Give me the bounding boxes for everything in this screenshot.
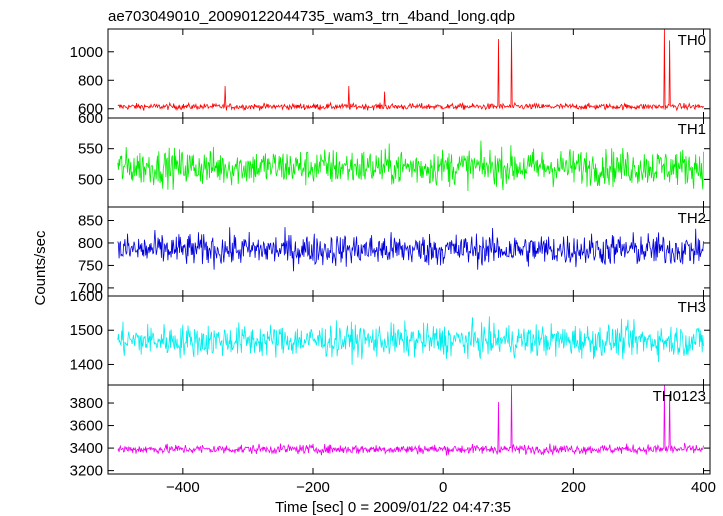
y-tick-label: 600 [78,110,103,127]
y-tick-label: 3400 [70,440,103,457]
y-tick-label: 700 [78,280,103,297]
y-tick-label: 850 [78,212,103,229]
series-line-th3 [117,316,704,365]
y-tick-label: 1000 [70,44,103,61]
series-line-th0 [117,28,704,112]
series-line-th0123 [117,384,704,456]
y-tick-label: 3600 [70,418,103,435]
x-tick-label: 400 [691,479,716,496]
panel-label-th2: TH2 [678,210,706,227]
x-tick-label: 0 [439,479,447,496]
series-line-th1 [117,140,704,192]
y-tick-label: 550 [78,141,103,158]
panel-label-th3: TH3 [678,299,706,316]
panel-label-th0: TH0 [678,32,706,49]
x-tick-label: −200 [296,479,330,496]
panel-frame-th1 [107,117,711,208]
y-tick-label: 1400 [70,356,103,373]
x-axis-label: Time [sec] 0 = 2009/01/22 04:47:35 [275,499,511,516]
y-tick-label: 3800 [70,395,103,412]
series-line-th2 [117,227,704,272]
panels-group: 600 800 1000 TH0 500 550 600 TH1 700 750 800 850 TH2… [70,28,716,496]
y-tick-label: 1500 [70,322,103,339]
chart-title: ae703049010_20090122044735_wam3_trn_4ban… [108,8,515,25]
y-tick-label: 600 [78,101,103,118]
panel-frame-th0123 [107,384,711,475]
panel-label-th0123: TH0123 [653,388,706,405]
x-tick-label: 200 [561,479,586,496]
y-tick-label: 1600 [70,288,103,305]
y-axis-label: Counts/sec [32,230,49,306]
panel-label-th1: TH1 [678,121,706,138]
y-tick-label: 800 [78,72,103,89]
y-tick-label: 3200 [70,463,103,480]
y-tick-label: 800 [78,235,103,252]
panel-frame-th0 [107,28,711,119]
x-tick-label: −400 [166,479,200,496]
y-tick-label: 500 [78,171,103,188]
y-tick-label: 750 [78,257,103,274]
